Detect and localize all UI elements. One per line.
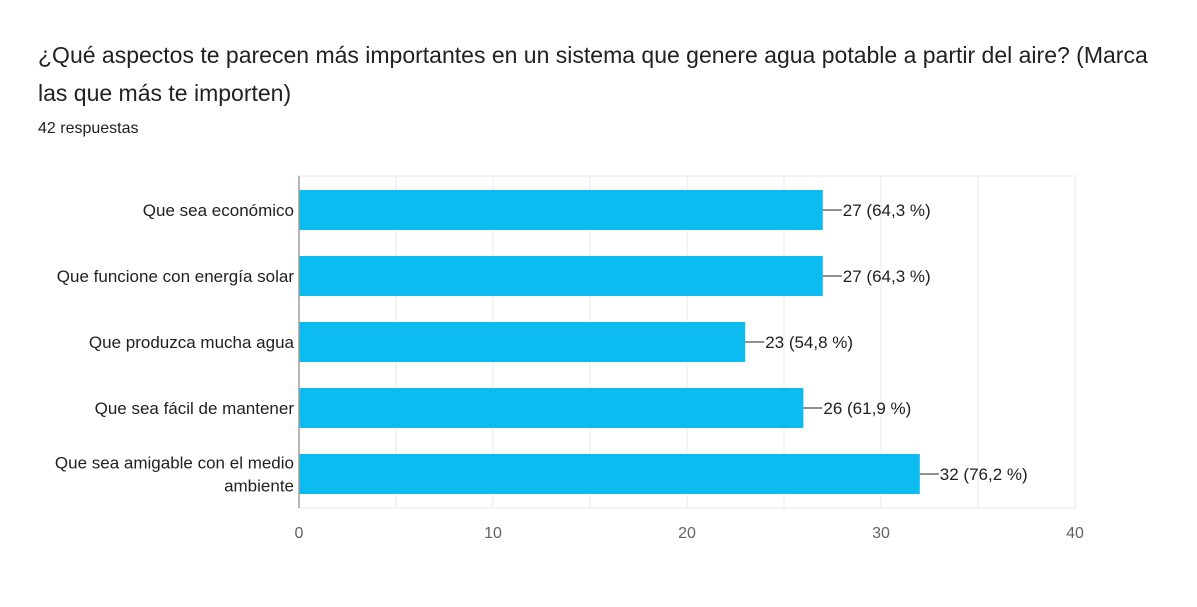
category-label: Que sea amigable con el medio ambiente <box>55 454 294 496</box>
category-label: Que produzca mucha agua <box>89 333 295 352</box>
data-labels: 27 (64,3 %) 27 (64,3 %) 23 (54,8 %) 26 (61,… <box>745 201 1028 484</box>
data-label: 26 (61,9 %) <box>823 399 911 418</box>
bar <box>299 322 746 362</box>
bar <box>299 190 823 230</box>
data-label: 32 (76,2 %) <box>940 465 1028 484</box>
x-axis-ticks: 0 10 20 30 40 <box>295 176 1084 542</box>
category-label: Que sea fácil de mantener <box>95 399 295 418</box>
bar <box>299 454 920 494</box>
chart-title: ¿Qué aspectos te parecen más importantes… <box>38 42 1148 106</box>
category-label: Que sea económico <box>143 201 294 220</box>
bar <box>299 388 804 428</box>
category-label-line: Que sea fácil de mantener <box>95 399 295 418</box>
x-tick-label: 30 <box>872 525 890 542</box>
category-label-line: Que sea económico <box>143 201 294 220</box>
category-label-line: Que sea amigable con el medio <box>55 454 294 473</box>
data-label: 27 (64,3 %) <box>843 201 931 220</box>
response-count: 42 respuestas <box>38 120 139 137</box>
data-label: 27 (64,3 %) <box>843 267 931 286</box>
category-label-line: ambiente <box>224 477 294 496</box>
bars <box>299 190 920 494</box>
category-labels: Que sea económico Que funcione con energí… <box>55 201 295 496</box>
category-label-line: Que produzca mucha agua <box>89 333 295 352</box>
x-tick-label: 20 <box>678 525 696 542</box>
x-tick-label: 40 <box>1066 525 1084 542</box>
x-tick-label: 0 <box>295 525 304 542</box>
data-label: 23 (54,8 %) <box>765 333 853 352</box>
category-label: Que funcione con energía solar <box>57 267 295 286</box>
bar <box>299 256 823 296</box>
x-tick-label: 10 <box>484 525 502 542</box>
category-label-line: Que funcione con energía solar <box>57 267 295 286</box>
